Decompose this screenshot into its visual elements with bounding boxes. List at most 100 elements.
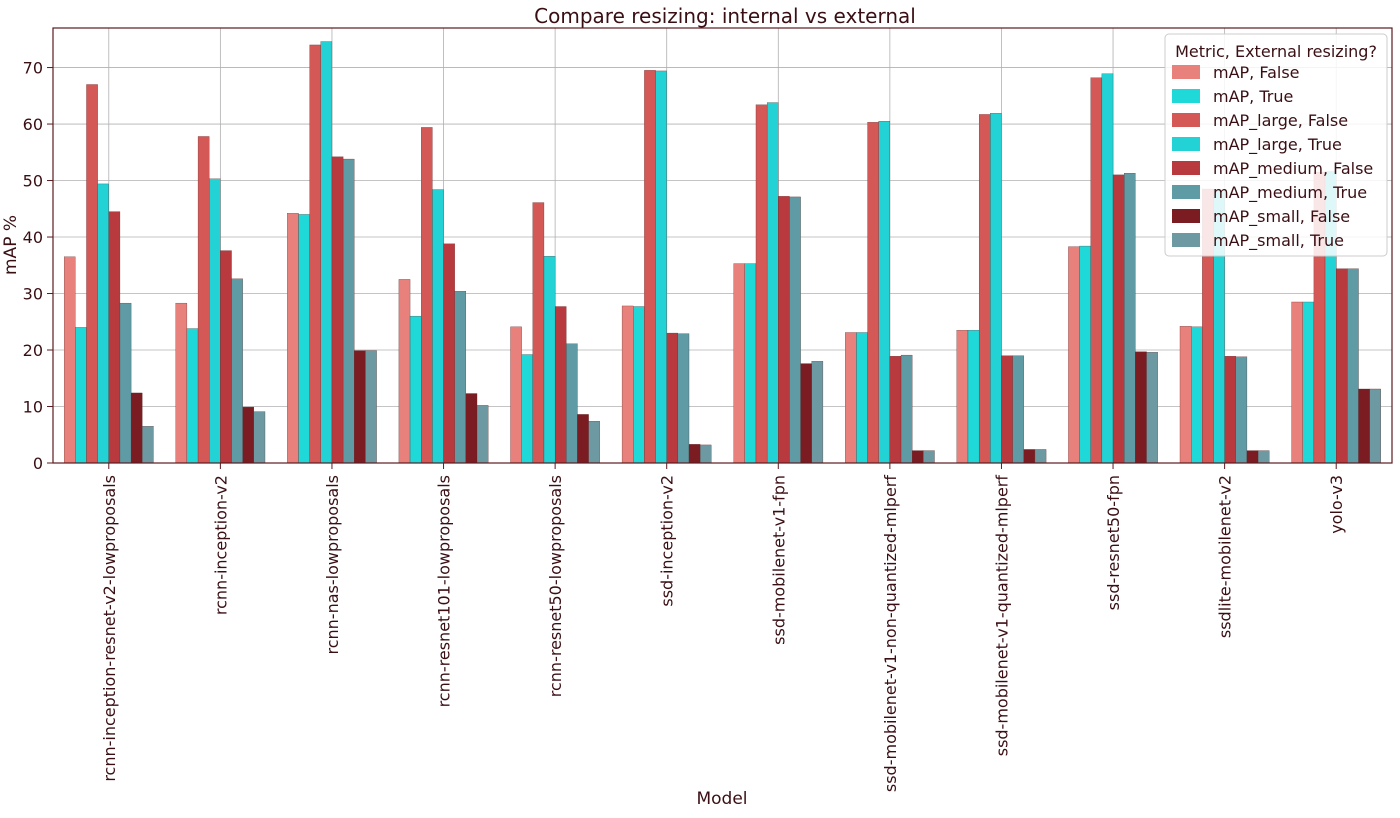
y-tick-label: 60 — [23, 115, 43, 134]
bar — [644, 70, 656, 464]
bar — [1336, 268, 1348, 464]
bar — [1101, 73, 1114, 464]
bar — [1302, 301, 1315, 464]
bar — [1191, 326, 1203, 464]
bar — [912, 450, 924, 464]
y-axis-label: mAP % — [1, 215, 21, 275]
bar — [1347, 268, 1359, 464]
bar — [186, 328, 199, 464]
bar — [878, 121, 891, 464]
bar — [923, 450, 935, 464]
bar — [543, 256, 556, 464]
y-tick-label: 40 — [23, 228, 43, 247]
bar — [1135, 351, 1147, 464]
y-tick-label: 70 — [23, 59, 43, 78]
bar — [655, 70, 667, 464]
x-tick-label: rcnn-inception-resnet-v2-lowproposals — [100, 475, 119, 782]
bar — [421, 127, 433, 464]
bar — [800, 363, 812, 464]
bar — [967, 330, 980, 464]
bar — [1179, 326, 1192, 464]
bar — [1079, 245, 1091, 464]
bar — [677, 333, 690, 464]
bar — [454, 291, 467, 464]
bar — [666, 332, 679, 464]
bar — [253, 411, 266, 464]
legend-swatch — [1172, 65, 1200, 79]
bar — [1090, 77, 1103, 464]
x-tick-label: rcnn-inception-v2 — [211, 475, 230, 615]
x-tick-label: yolo-v3 — [1327, 475, 1346, 534]
bar — [755, 104, 768, 464]
x-tick-label: ssd-resnet50-fpn — [1104, 475, 1123, 610]
legend-title: Metric, External resizing? — [1175, 42, 1377, 61]
legend-swatch — [1172, 89, 1200, 103]
bar — [331, 156, 344, 464]
bar — [342, 158, 355, 464]
bar — [409, 315, 422, 464]
legend-label: mAP_medium, False — [1213, 159, 1373, 179]
bar — [75, 327, 87, 464]
legend-box — [1164, 33, 1388, 257]
y-tick-label: 30 — [23, 285, 43, 304]
legend-label: mAP_small, False — [1213, 207, 1350, 227]
bar — [1001, 355, 1013, 464]
legend-swatch — [1172, 233, 1200, 247]
bar — [588, 421, 600, 464]
y-tick-label: 20 — [23, 341, 43, 360]
legend-label: mAP_large, False — [1213, 111, 1348, 131]
legend: Metric, External resizing? mAP, False mAP… — [1164, 33, 1388, 257]
bar — [119, 302, 132, 464]
bars-layer — [64, 41, 1381, 464]
legend-swatch — [1172, 185, 1200, 199]
bar — [443, 243, 455, 464]
bar — [1023, 449, 1036, 464]
legend-label: mAP_small, True — [1213, 231, 1344, 251]
y-tick-label: 0 — [33, 454, 43, 473]
bar — [309, 44, 321, 464]
bar — [465, 393, 478, 464]
x-tick-label: ssd-mobilenet-v1-fpn — [769, 475, 788, 645]
legend-label: mAP, True — [1213, 87, 1293, 106]
bar — [900, 354, 913, 464]
bar — [633, 306, 645, 464]
x-tick-label: rcnn-nas-lowproposals — [323, 475, 342, 655]
bar — [175, 302, 188, 464]
bar — [320, 41, 333, 464]
bar — [1012, 355, 1024, 464]
legend-swatch — [1172, 137, 1200, 151]
bar — [231, 278, 243, 464]
legend-label: mAP_medium, True — [1213, 183, 1367, 203]
x-tick-label: ssd-mobilenet-v1-non-quantized-mlperf — [881, 475, 900, 792]
bar — [432, 189, 444, 464]
bar — [365, 350, 377, 464]
y-tick-label: 50 — [23, 172, 43, 191]
bar — [197, 136, 210, 464]
y-axis: 0 10 20 30 40 50 60 70 — [23, 59, 53, 473]
bar — [744, 263, 757, 464]
x-tick-label: rcnn-resnet101-lowproposals — [435, 475, 454, 707]
chart-title: Compare resizing: internal vs external — [534, 4, 916, 28]
bar — [577, 414, 589, 464]
bar — [566, 343, 578, 464]
bar — [1034, 449, 1047, 464]
bar — [1235, 356, 1248, 464]
bar — [398, 279, 411, 464]
bar — [978, 114, 991, 464]
bar — [700, 444, 712, 464]
bar — [766, 102, 779, 464]
x-tick-label: rcnn-resnet50-lowproposals — [546, 475, 565, 697]
legend-label: mAP_large, True — [1213, 135, 1342, 155]
bar — [1246, 450, 1259, 464]
bar — [287, 213, 299, 464]
bar — [1146, 352, 1158, 464]
bar — [1291, 301, 1303, 464]
legend-swatch — [1172, 113, 1200, 127]
x-tick-label: ssd-inception-v2 — [658, 475, 677, 607]
x-axis: rcnn-inception-resnet-v2-lowproposals rcn… — [100, 463, 1346, 792]
bar — [209, 178, 221, 464]
bar — [789, 196, 801, 464]
legend-swatch — [1172, 209, 1200, 223]
